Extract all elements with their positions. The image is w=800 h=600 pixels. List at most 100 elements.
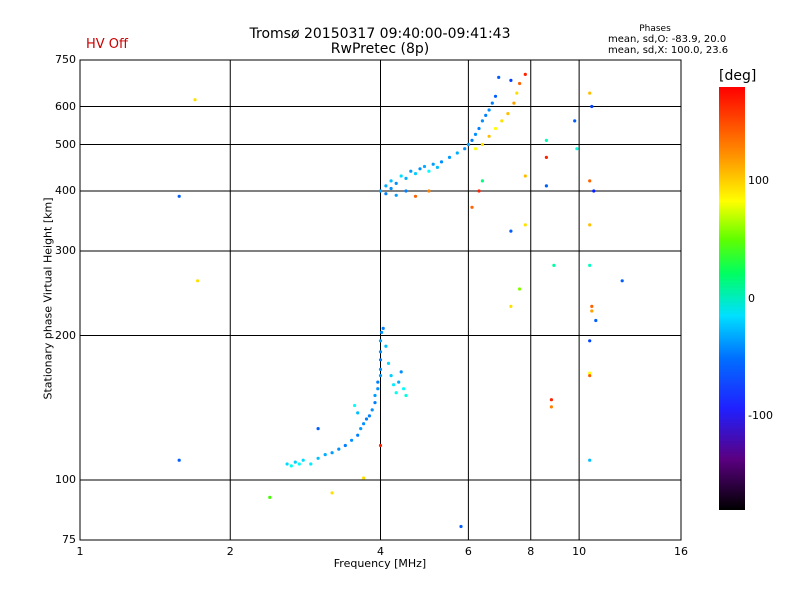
data-point — [470, 205, 474, 209]
y-tick-label: 100 — [55, 473, 76, 487]
data-point — [364, 417, 369, 421]
data-point — [404, 176, 408, 180]
data-point — [362, 476, 366, 480]
data-point — [386, 361, 391, 365]
data-point — [394, 181, 398, 185]
data-point — [378, 374, 383, 378]
data-point — [384, 192, 388, 196]
phase-stat-o: mean, sd,O: -83.9, 20.0 — [608, 34, 727, 45]
data-point — [389, 374, 393, 378]
data-point — [573, 119, 577, 123]
data-point — [470, 138, 474, 142]
data-point — [592, 189, 596, 193]
data-point — [402, 387, 406, 391]
data-point — [484, 113, 488, 117]
data-point — [588, 263, 592, 267]
data-point — [575, 147, 579, 151]
data-point — [337, 447, 341, 451]
data-point — [590, 104, 594, 109]
data-point — [389, 179, 393, 183]
plot-frame — [79, 59, 682, 541]
data-point — [323, 453, 327, 457]
colorbar — [719, 87, 745, 510]
data-point — [590, 304, 594, 308]
data-point — [544, 184, 549, 188]
data-point — [418, 167, 422, 171]
data-point — [392, 383, 396, 387]
data-point — [384, 184, 388, 188]
data-points — [177, 72, 624, 529]
data-point — [506, 112, 510, 116]
data-point — [378, 350, 383, 354]
data-point — [509, 229, 513, 233]
data-point — [394, 193, 398, 197]
data-point — [293, 460, 297, 464]
data-point — [588, 458, 592, 462]
y-tick-label: 750 — [55, 53, 76, 66]
data-point — [435, 165, 439, 169]
data-point — [588, 339, 592, 343]
data-point — [359, 427, 363, 431]
data-point — [480, 179, 484, 183]
phase-stats-title: Phases — [639, 24, 671, 34]
data-point — [404, 393, 408, 398]
data-point — [588, 179, 592, 183]
data-point — [376, 380, 380, 384]
data-point — [427, 169, 431, 173]
data-point — [552, 263, 556, 267]
data-point — [378, 443, 383, 448]
data-point — [594, 318, 598, 323]
data-point — [301, 458, 305, 462]
x-tick-label: 6 — [464, 545, 472, 558]
data-point — [373, 401, 377, 405]
data-point — [518, 287, 522, 291]
data-point — [316, 427, 320, 431]
data-point — [523, 174, 527, 178]
colorbar-tick-label: 0 — [748, 291, 755, 305]
y-tick-label: 300 — [55, 244, 76, 257]
chart-title: Tromsø 20150317 09:40:00-09:41:43 — [249, 26, 511, 42]
data-point — [343, 443, 347, 448]
data-point — [515, 91, 519, 95]
data-point — [439, 160, 444, 164]
data-point — [422, 164, 427, 169]
data-point — [509, 304, 513, 308]
data-point — [350, 438, 354, 442]
data-point — [394, 391, 398, 395]
data-point — [268, 495, 272, 499]
data-point — [297, 462, 301, 466]
data-point — [397, 380, 401, 384]
data-point — [512, 101, 516, 105]
colorbar-tick-label: -100 — [748, 409, 773, 422]
y-tick-label: 200 — [55, 328, 76, 342]
data-point — [376, 387, 380, 391]
data-point — [466, 142, 470, 147]
data-point — [330, 491, 334, 495]
data-point — [480, 142, 484, 147]
data-point — [544, 138, 549, 142]
data-point — [518, 81, 522, 86]
data-point — [404, 189, 408, 193]
colorbar-unit-label: [deg] — [719, 68, 757, 84]
data-point — [399, 174, 403, 178]
data-point — [362, 422, 366, 426]
data-point — [473, 147, 478, 151]
data-point — [330, 451, 334, 455]
data-point — [177, 458, 181, 462]
x-tick-label: 10 — [572, 545, 587, 558]
colorbar-tick-label: 100 — [748, 174, 769, 187]
x-tick-label: 2 — [226, 545, 234, 558]
data-point — [285, 462, 289, 466]
data-point — [353, 403, 357, 408]
data-point — [509, 78, 513, 82]
data-point — [373, 393, 377, 398]
data-point — [177, 194, 181, 198]
data-point — [590, 309, 594, 313]
data-point — [367, 414, 371, 418]
x-tick-label: 8 — [527, 545, 535, 558]
data-point — [549, 405, 554, 409]
data-point — [356, 433, 360, 437]
data-point — [378, 367, 383, 371]
x-tick-label: 4 — [377, 545, 384, 558]
